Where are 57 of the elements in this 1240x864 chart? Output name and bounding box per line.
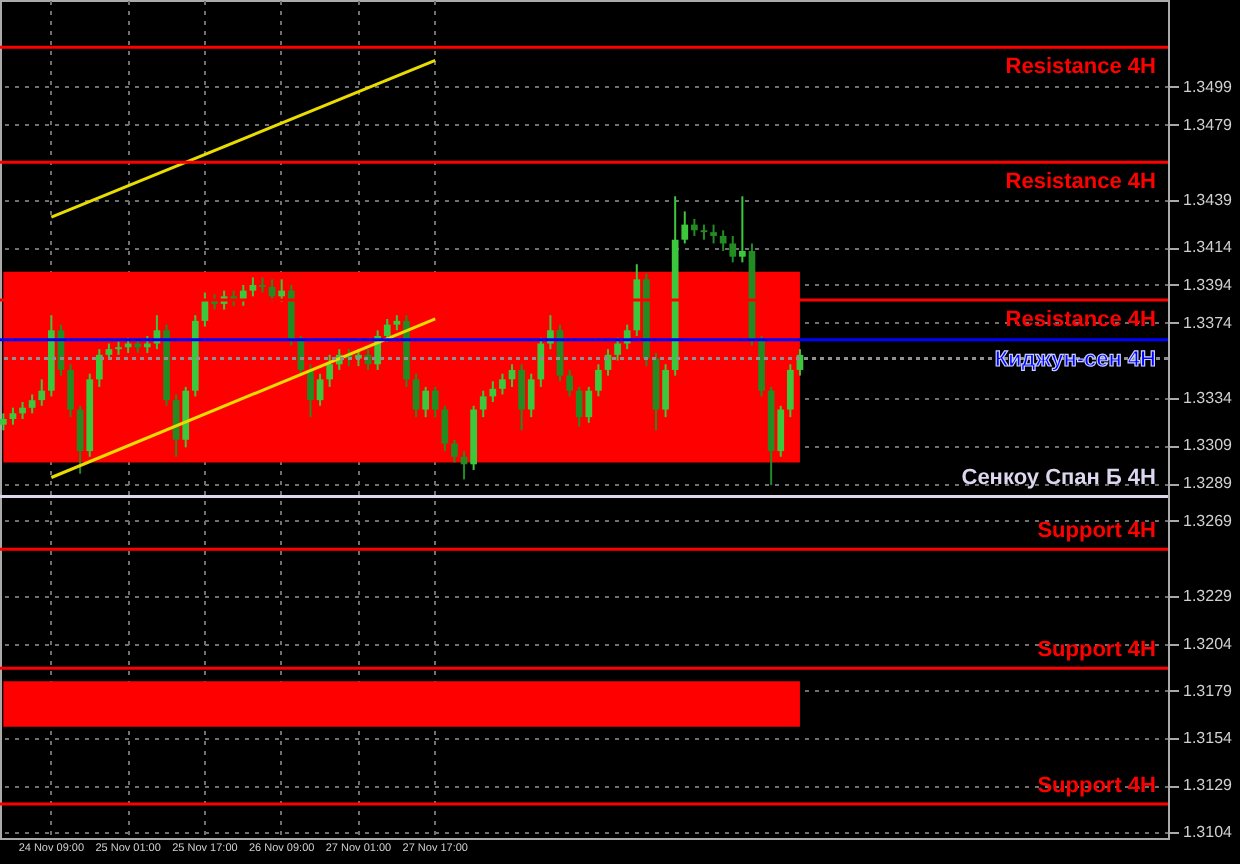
- y-tick-label: 1.3374: [1183, 313, 1234, 332]
- candlestick: [739, 195, 746, 264]
- ref-line-label: Сенкоу Спан Б 4H: [961, 466, 1157, 491]
- y-tick-label: 1.3129: [1183, 776, 1234, 795]
- candlestick: [729, 234, 737, 264]
- y-tick-label: 1.3179: [1183, 681, 1234, 700]
- candlestick: [479, 389, 487, 419]
- candlestick: [28, 393, 36, 415]
- y-tick-label: 1.3289: [1183, 474, 1234, 493]
- candlestick: [431, 385, 439, 419]
- candlestick: [489, 380, 497, 404]
- candlestick: [527, 372, 535, 419]
- candlestick: [575, 385, 583, 428]
- y-tick-label: 1.3269: [1183, 511, 1234, 530]
- candlestick: [777, 404, 785, 458]
- y-tick-label: 1.3154: [1183, 728, 1234, 747]
- candlestick: [518, 363, 525, 432]
- candlestick: [95, 348, 103, 388]
- y-tick-label: 1.3104: [1183, 823, 1234, 842]
- candlestick: [710, 223, 717, 245]
- candlestick: [566, 368, 573, 398]
- candlestick: [585, 385, 593, 424]
- y-tick-label: 1.3334: [1183, 389, 1234, 408]
- ref-line-label: Support 4H: [1037, 638, 1157, 663]
- candlestick: [422, 385, 429, 419]
- ref-line-label: Киджун-сен 4H: [994, 347, 1157, 372]
- candlestick: [786, 363, 794, 419]
- candlestick: [67, 363, 74, 419]
- y-tick-label: 1.3439: [1183, 191, 1234, 210]
- ref-line-label: Resistance 4H: [1005, 170, 1157, 195]
- y-tick-label: 1.3204: [1183, 634, 1234, 653]
- candlestick: [316, 372, 324, 407]
- y-tick-label: 1.3394: [1183, 276, 1234, 294]
- candlestick: [383, 317, 391, 343]
- candlestick: [441, 404, 449, 453]
- candlestick: [307, 363, 314, 419]
- candlestick: [681, 210, 689, 245]
- candlestick: [38, 378, 46, 407]
- candlestick: [259, 276, 266, 294]
- ref-line-label: Resistance 4H: [1005, 55, 1157, 80]
- candlestick: [451, 438, 458, 464]
- candlestick: [719, 229, 727, 253]
- y-tick-label: 1.3499: [1183, 77, 1234, 96]
- y-tick-label: 1.3309: [1183, 436, 1234, 455]
- candlestick: [326, 353, 334, 388]
- candlestick: [499, 372, 506, 396]
- candlestick: [249, 276, 257, 298]
- ref-line-label: Resistance 4H: [1005, 308, 1157, 333]
- candlestick: [662, 363, 669, 419]
- ref-line-label: Support 4H: [1037, 519, 1157, 544]
- candlestick: [595, 363, 602, 398]
- candlestick: [278, 278, 286, 303]
- y-tick-label: 1.3414: [1183, 238, 1234, 257]
- y-tick-label: 1.3479: [1183, 115, 1234, 134]
- ref-line-label: Support 4H: [1037, 774, 1157, 799]
- y-tick-label: 1.3229: [1183, 587, 1234, 606]
- candlestick: [412, 372, 420, 419]
